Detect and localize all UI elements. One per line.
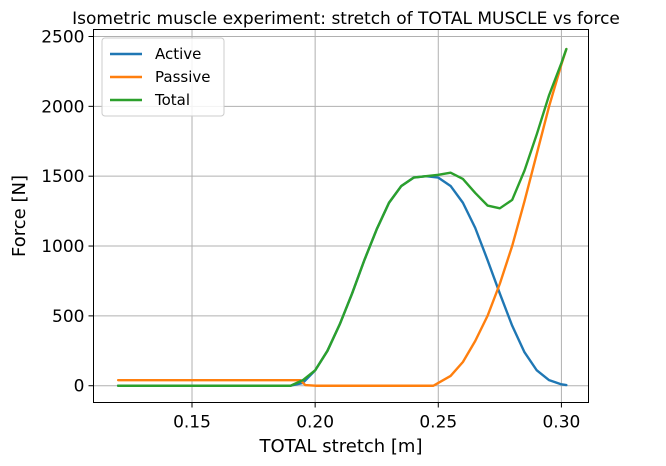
- x-axis-label: TOTAL stretch [m]: [258, 436, 422, 457]
- x-tick-label: 0.15: [173, 413, 211, 433]
- legend-label-active: Active: [155, 45, 201, 63]
- y-tick-label: 2000: [41, 97, 84, 117]
- y-tick-label: 2500: [41, 27, 84, 47]
- x-tick-label: 0.25: [419, 413, 457, 433]
- x-tick-label: 0.30: [542, 413, 580, 433]
- series-line-total: [116, 47, 568, 387]
- chart-title: Isometric muscle experiment: stretch of …: [72, 9, 620, 29]
- x-tick-label: 0.20: [296, 413, 334, 433]
- y-tick-label: 1500: [41, 167, 84, 187]
- y-tick-label: 500: [52, 307, 84, 327]
- y-axis-label: Force [N]: [9, 175, 30, 257]
- x-axis-ticks: 0.15 0.20 0.25 0.30: [173, 402, 580, 433]
- series-line-passive: [116, 47, 568, 387]
- plot-frame: [93, 29, 589, 403]
- series-group: [116, 47, 568, 387]
- y-axis-ticks: 0 500 1000 1500 2000 2500: [41, 27, 94, 397]
- y-tick-label: 0: [74, 377, 85, 397]
- legend-box: [101, 37, 225, 117]
- legend-label-total: Total: [154, 91, 190, 109]
- legend: Active Passive Total: [101, 37, 225, 117]
- legend-label-passive: Passive: [155, 68, 210, 86]
- y-tick-label: 1000: [41, 237, 84, 257]
